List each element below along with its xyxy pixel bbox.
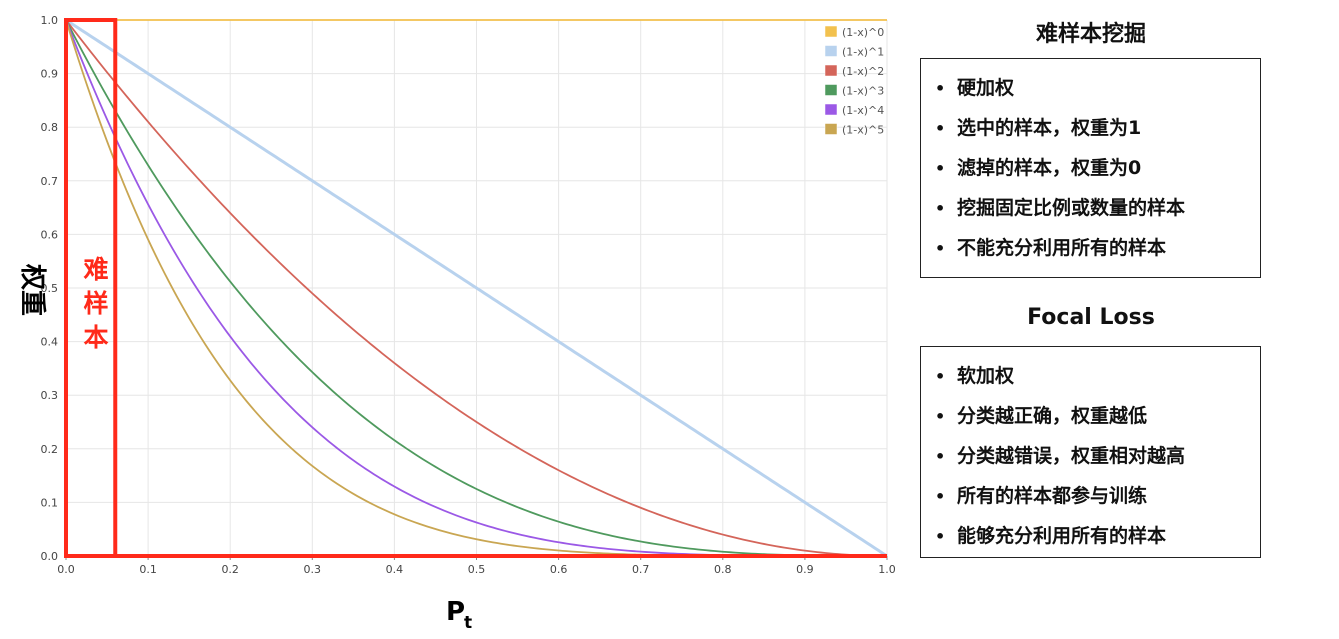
x-tick-label: 0.5: [468, 563, 486, 576]
focal-list: • 软加权 • 分类越正确，权重越低 • 分类越错误，权重相对越高 • 所有的样本都参与…: [935, 361, 1260, 561]
legend-swatch: [824, 64, 838, 77]
list-item: • 所有的样本都参与训练: [935, 481, 1260, 521]
hard-sample-label: 本: [83, 323, 108, 352]
y-tick-label: 0.4: [41, 336, 59, 349]
list-item: • 选中的样本，权重为1: [935, 113, 1260, 153]
bullet-icon: •: [935, 239, 946, 258]
x-tick-label: 0.2: [221, 563, 239, 576]
y-tick-label: 0.7: [41, 175, 59, 188]
legend-swatch: [824, 84, 838, 96]
legend-entry: (1-x)^3: [842, 85, 884, 98]
legend-swatch: [824, 25, 838, 38]
y-tick-label: 0.5: [41, 282, 59, 295]
series-lines: [65, 18, 888, 558]
y-tick-label: 1.0: [41, 14, 59, 27]
legend-entry: (1-x)^0: [842, 26, 884, 39]
series-line: [65, 18, 888, 558]
legend-swatch: [824, 123, 838, 135]
series-line: [65, 19, 888, 557]
focal-panel-title: Focal Loss: [1027, 305, 1155, 330]
legend-swatch: [824, 45, 838, 57]
y-axis-title: 权重: [17, 263, 47, 316]
axis-labels: Pt 权重: [17, 263, 472, 633]
y-tick-label: 0.2: [41, 443, 59, 456]
x-tick-label: 0.8: [714, 563, 732, 576]
series-line: [65, 19, 887, 557]
bullet-icon: •: [935, 119, 946, 138]
y-tick-label: 0.9: [41, 68, 59, 81]
ohem-list: • 硬加权 • 选中的样本，权重为1 • 滤掉的样本，权重为0 • 挖掘固定比例或数量的…: [935, 73, 1260, 273]
legend-entry: (1-x)^2: [842, 65, 884, 78]
bullet-icon: •: [935, 199, 946, 218]
axes: 0.0 0.1 0.2 0.3 0.4 0.5 0.6 0.7 0.8 0.9 1.0 0.0 0.1 0…: [41, 14, 896, 576]
legend: (1-x)^0 (1-x)^1 (1-x)^2 (1-x)^3 (1-x)^4 (1-x)…: [824, 25, 884, 137]
list-item: • 不能充分利用所有的样本: [935, 233, 1260, 273]
legend-entry: (1-x)^4: [842, 104, 884, 117]
y-tick-label: 0.1: [41, 496, 59, 509]
hard-sample-label: 样: [83, 289, 108, 318]
ohem-panel: • 硬加权 • 选中的样本，权重为1 • 滤掉的样本，权重为0 • 挖掘固定比例或数量的…: [920, 58, 1261, 278]
hard-sample-highlight: 难样本: [64, 18, 887, 558]
legend-entry: (1-x)^5: [842, 124, 884, 137]
y-tick-label: 0.3: [41, 389, 59, 402]
bullet-icon: •: [935, 407, 946, 426]
legend-entry: (1-x)^1: [842, 46, 884, 59]
list-item: • 挖掘固定比例或数量的样本: [935, 193, 1260, 233]
list-item: • 分类越正确，权重越低: [935, 401, 1260, 441]
x-tick-label: 0.4: [386, 563, 404, 576]
bullet-icon: •: [935, 367, 946, 386]
list-item: • 滤掉的样本，权重为0: [935, 153, 1260, 193]
bullet-icon: •: [935, 447, 946, 466]
x-tick-label: 0.1: [139, 563, 157, 576]
list-item: • 硬加权: [935, 73, 1260, 113]
x-tick-label: 0.7: [632, 563, 650, 576]
legend-swatch: [824, 103, 838, 116]
x-tick-label: 1.0: [878, 563, 896, 576]
x-tick-label: 0.3: [304, 563, 322, 576]
list-item: • 软加权: [935, 361, 1260, 401]
hard-sample-label: 难: [83, 255, 108, 284]
hard-sample-box: [64, 18, 118, 558]
bullet-icon: •: [935, 527, 946, 546]
y-tick-label: 0.0: [41, 550, 59, 563]
focal-weight-chart: 0.0 0.1 0.2 0.3 0.4 0.5 0.6 0.7 0.8 0.9 1.0 0.0 0.1 0…: [17, 14, 896, 633]
y-tick-label: 0.8: [41, 121, 59, 134]
x-tick-label: 0.0: [57, 563, 75, 576]
x-tick-label: 0.6: [550, 563, 568, 576]
bullet-icon: •: [935, 487, 946, 506]
list-item: • 能够充分利用所有的样本: [935, 521, 1260, 561]
x-tick-label: 0.9: [796, 563, 814, 576]
bullet-icon: •: [935, 159, 946, 178]
focal-panel: • 软加权 • 分类越正确，权重越低 • 分类越错误，权重相对越高 • 所有的样本都参与…: [920, 346, 1261, 558]
x-axis-title: P: [446, 597, 465, 627]
y-tick-label: 0.6: [41, 228, 59, 241]
list-item: • 分类越错误，权重相对越高: [935, 441, 1260, 481]
x-axis-title-subscript: t: [464, 613, 472, 633]
bullet-icon: •: [935, 79, 946, 98]
ohem-panel-title: 难样本挖掘: [1035, 22, 1146, 47]
